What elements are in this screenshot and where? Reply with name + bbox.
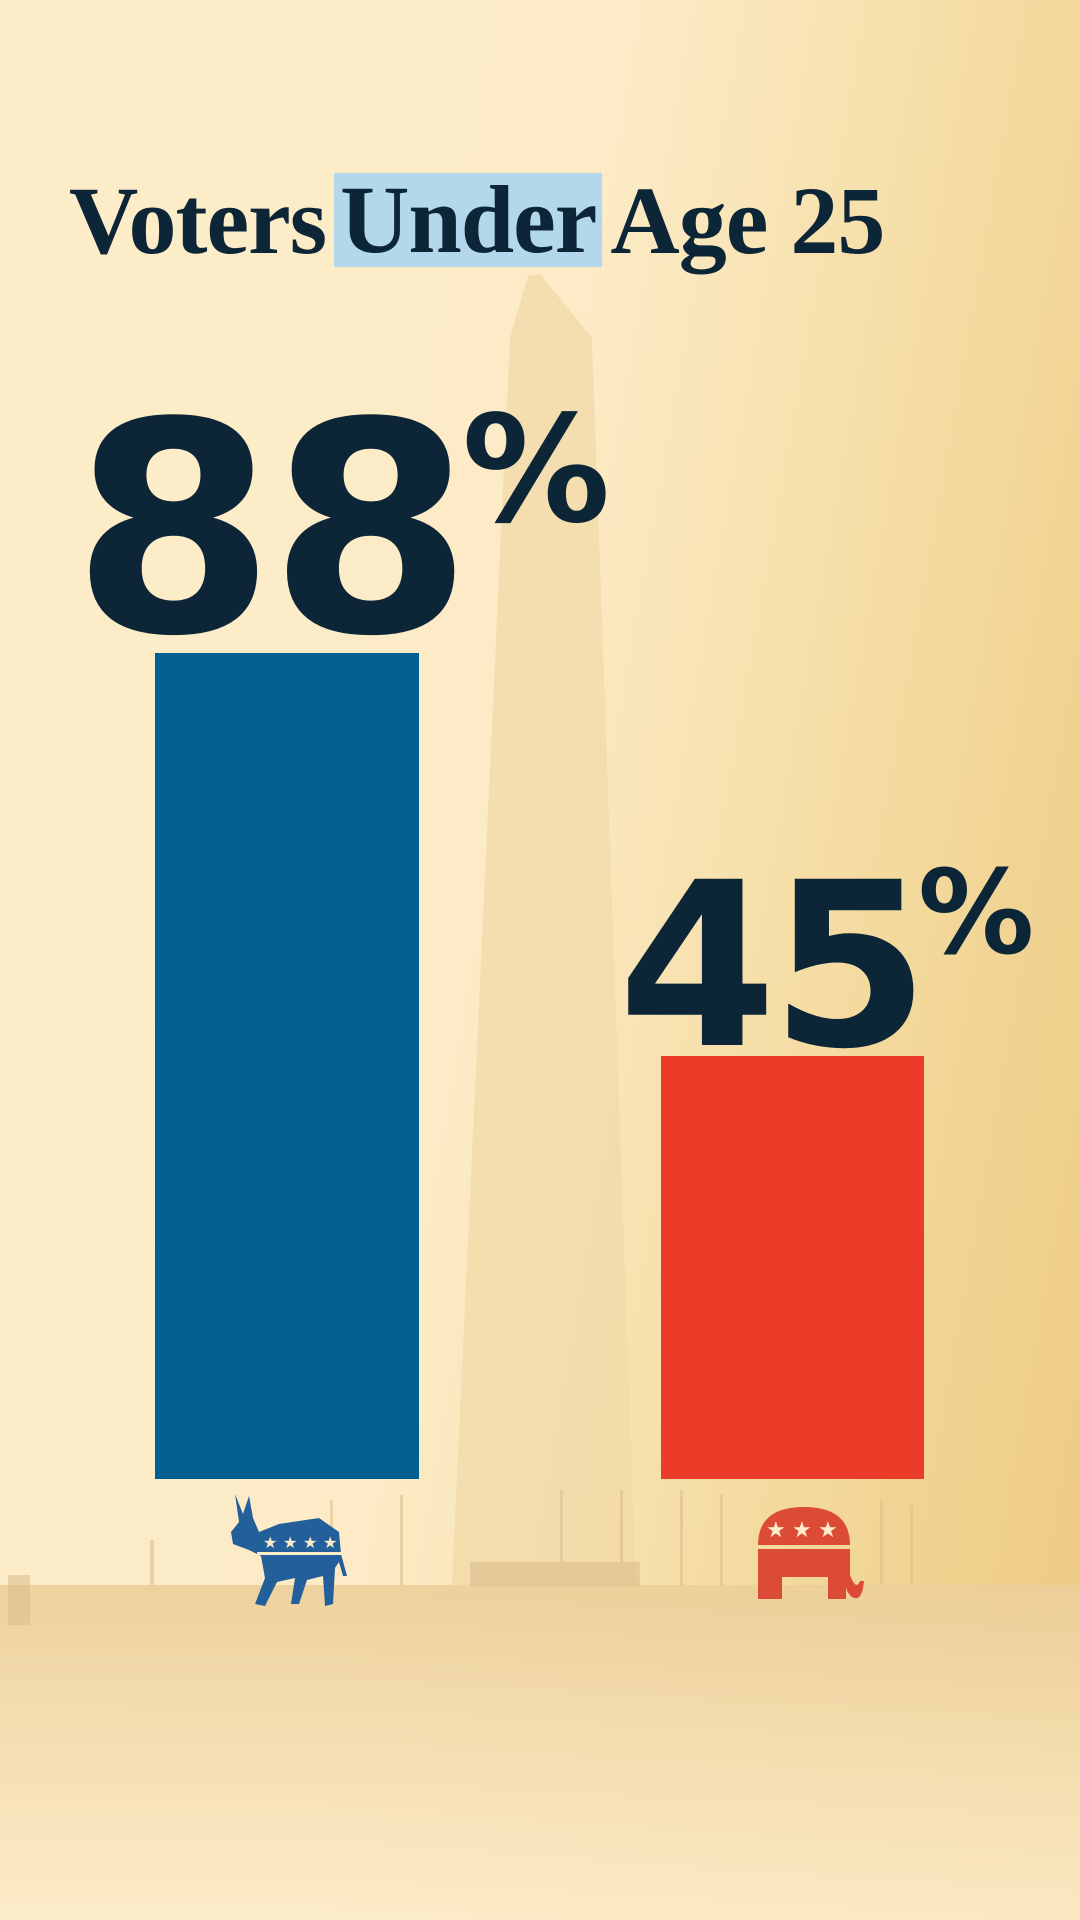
percent-sign-democrat: % <box>462 384 611 556</box>
chart-title: Voters Under Age 25 <box>69 167 1009 274</box>
elephant-icon: ★ ★ ★ <box>758 1507 864 1599</box>
percent-sign-republican: % <box>918 846 1035 981</box>
title-text-end: Age 25 <box>610 166 885 274</box>
donkey-icon: ★ ★ ★ ★ <box>231 1494 347 1606</box>
bar-republican <box>661 1056 924 1479</box>
svg-text:★: ★ <box>303 1533 317 1552</box>
data-label-democrat: 88 <box>72 360 472 700</box>
svg-text:★: ★ <box>766 1518 786 1543</box>
svg-text:★: ★ <box>792 1518 812 1543</box>
data-label-republican: 45 <box>618 833 929 1099</box>
title-highlight: Under <box>334 172 603 268</box>
svg-text:★: ★ <box>323 1533 337 1552</box>
svg-text:★: ★ <box>263 1533 277 1552</box>
bar-democrat <box>155 652 419 1479</box>
svg-text:★: ★ <box>283 1533 297 1552</box>
title-text: Voters <box>69 166 327 274</box>
svg-text:★: ★ <box>818 1518 838 1543</box>
